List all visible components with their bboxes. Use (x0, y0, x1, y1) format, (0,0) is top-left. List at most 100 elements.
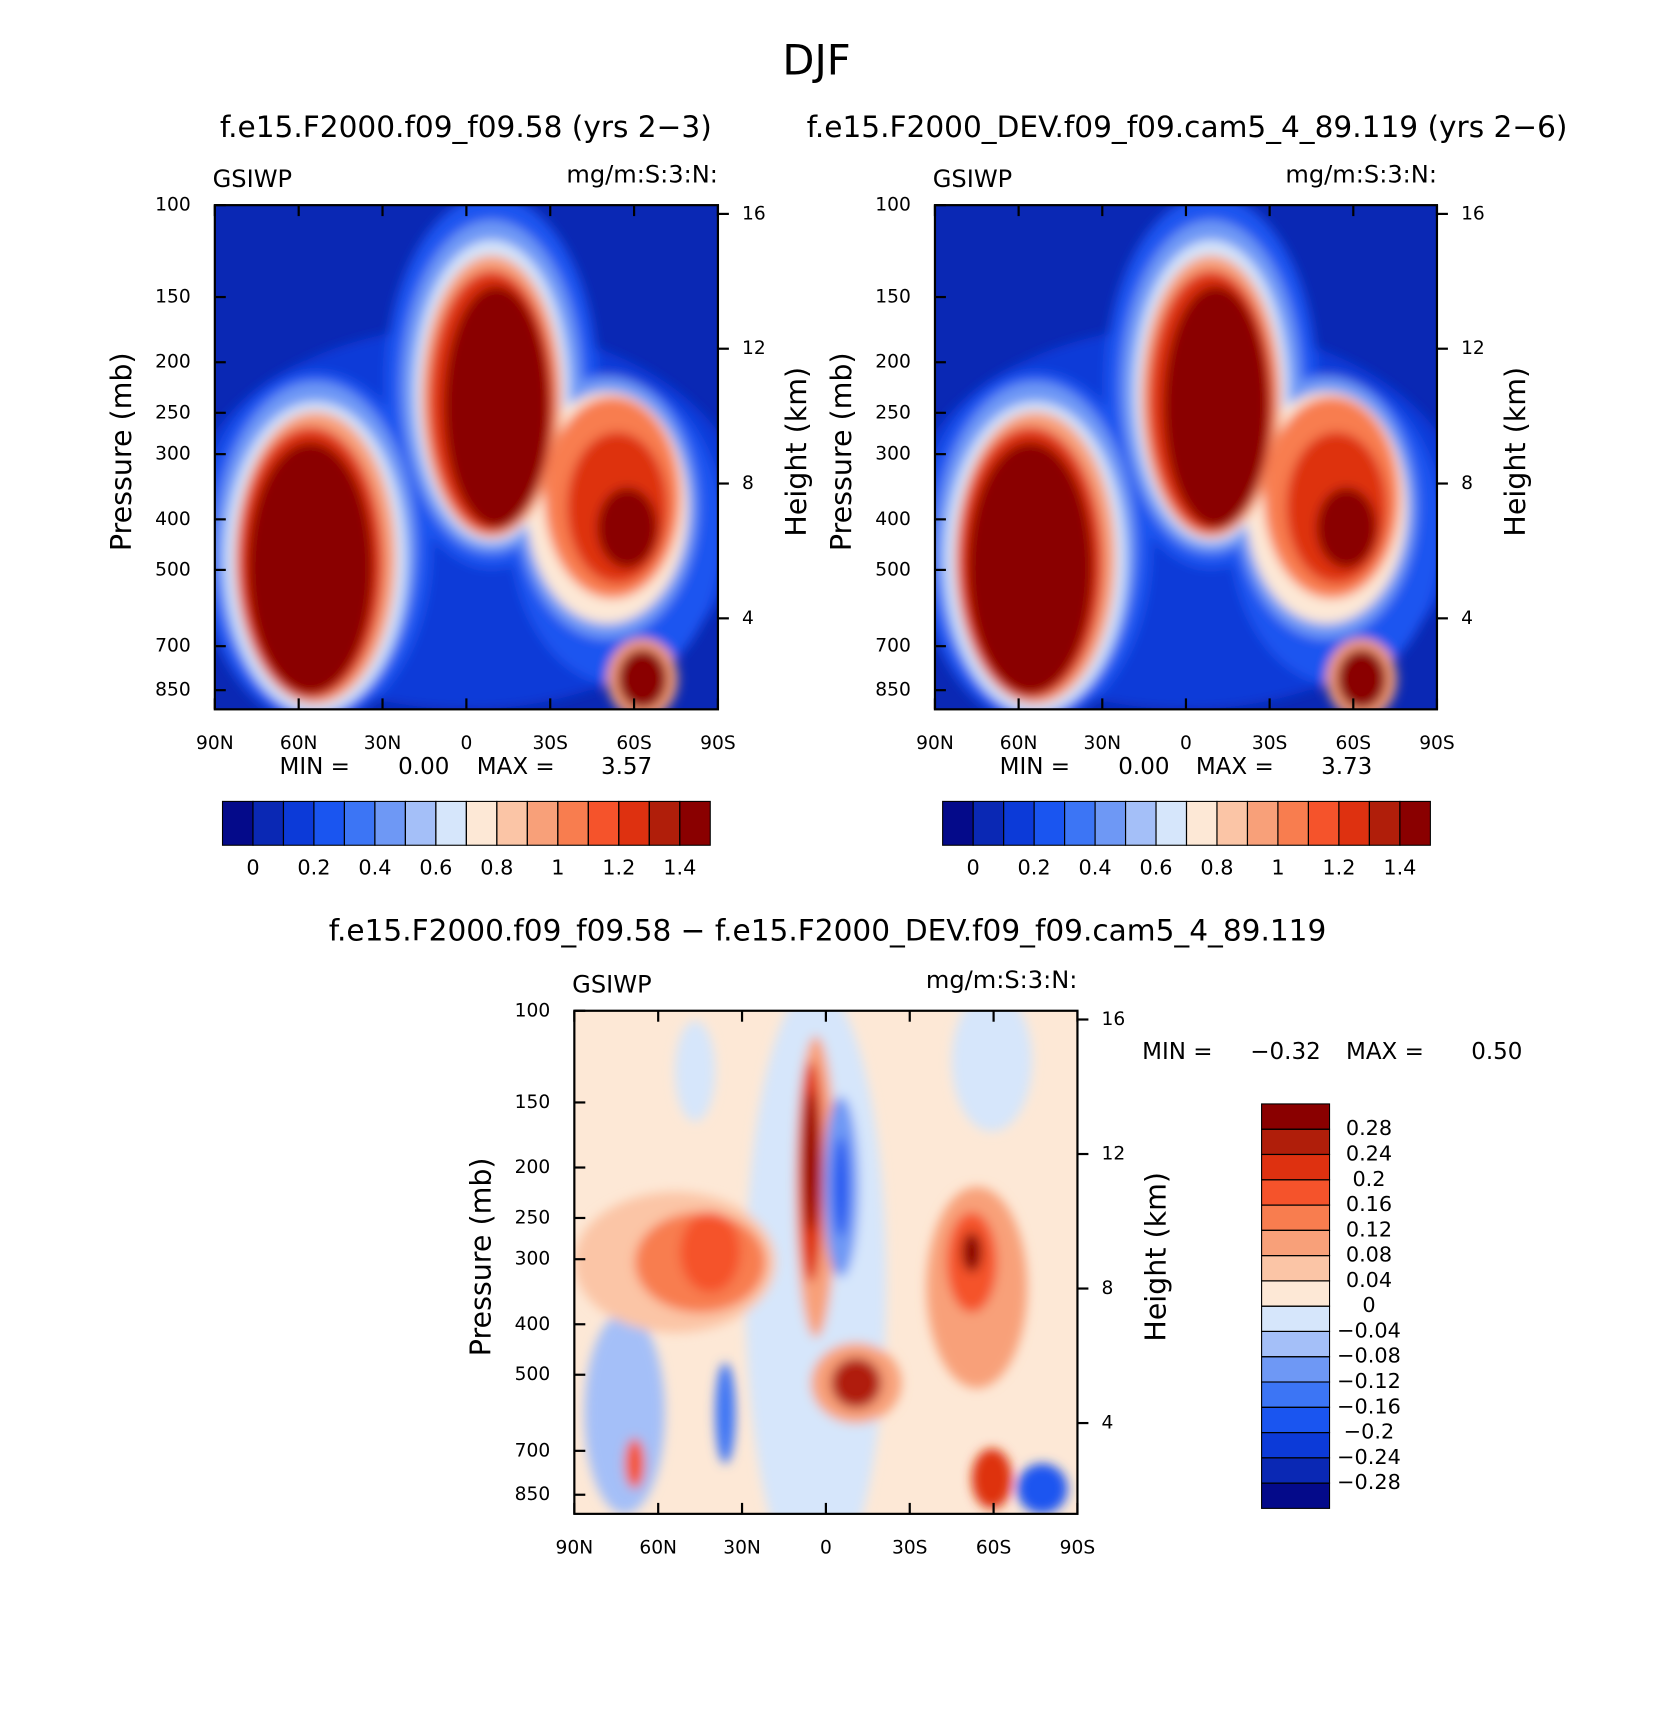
contour-fill (674, 1020, 716, 1122)
colorbar-box (526, 800, 559, 846)
contour-field (934, 205, 1437, 710)
x-tick-label: 90S (1419, 733, 1455, 754)
y2-axis-label: Height (km) (1499, 367, 1532, 537)
y-tick-label: 850 (875, 680, 911, 701)
colorbar-box (1124, 800, 1157, 846)
contour-fill (951, 1010, 1033, 1132)
contour-fill (617, 648, 668, 710)
colorbar-box (1261, 1255, 1331, 1282)
y2-tick-label: 4 (1102, 1413, 1114, 1434)
colorbar-label: 0.04 (1346, 1268, 1392, 1292)
y2-tick-label: 12 (1461, 338, 1485, 359)
colorbar-box (1185, 800, 1218, 846)
y2-tick-label: 16 (1102, 1009, 1126, 1030)
x-tick-label: 60N (1000, 733, 1038, 754)
colorbar-box (1261, 1457, 1331, 1484)
y-axis-label: Pressure (mb) (825, 352, 858, 551)
x-tick-label: 60S (1336, 733, 1372, 754)
panel-title: f.e15.F2000.f09_f09.58 − f.e15.F2000_DEV… (329, 913, 1327, 947)
colorbar-box (1261, 1229, 1331, 1257)
stat-name: MAX = (477, 754, 555, 780)
contour-fill (967, 442, 1094, 695)
contour-fill (443, 285, 550, 528)
colorbar-box (648, 800, 681, 846)
left-label: GSIWP (933, 165, 1012, 193)
colorbar-box (557, 800, 589, 846)
x-tick-label: 30S (532, 733, 568, 754)
y-tick-label: 100 (515, 1000, 551, 1021)
y2-tick-label: 12 (742, 338, 766, 359)
y-tick-label: 500 (155, 559, 191, 580)
contour-fill (715, 1362, 736, 1464)
colorbar-box (313, 800, 345, 846)
stat-value: 3.57 (601, 754, 652, 780)
y-tick-label: 200 (515, 1157, 551, 1178)
y-tick-label: 100 (875, 195, 911, 216)
colorbar-label: 1 (1271, 855, 1284, 879)
y-tick-label: 250 (515, 1207, 551, 1228)
y2-axis-label: Height (km) (780, 367, 813, 537)
colorbar-box (1261, 1103, 1331, 1130)
stat-name: MIN = (280, 754, 350, 780)
left-label: GSIWP (572, 971, 651, 999)
colorbar-box (1261, 1482, 1331, 1509)
colorbar-box (1261, 1406, 1331, 1434)
y-tick-label: 150 (515, 1092, 551, 1113)
colorbar-box (1277, 800, 1309, 846)
colorbar-box (1094, 800, 1127, 846)
colorbar-label: 0.6 (419, 855, 452, 879)
y-tick-label: 300 (155, 444, 191, 465)
contour-fill (679, 1211, 741, 1293)
colorbar-label: 0.4 (358, 855, 391, 879)
colorbar-box (374, 800, 406, 846)
colorbar-label: −0.24 (1337, 1445, 1401, 1469)
colorbar-label: 1.2 (1322, 855, 1355, 879)
colorbar-box (1246, 800, 1279, 846)
colorbar-label: 0.4 (1078, 855, 1111, 879)
left-label: GSIWP (213, 165, 292, 193)
y-tick-label: 200 (875, 352, 911, 373)
colorbar-label: 1.4 (663, 855, 696, 879)
contour-fill (961, 1232, 982, 1273)
x-tick-label: 30N (723, 1537, 761, 1558)
colorbar-label: 1.4 (1383, 855, 1416, 879)
contour-fill (971, 1448, 1013, 1509)
x-tick-label: 90S (1060, 1537, 1096, 1558)
right-label: mg/m:S:3:N: (566, 161, 718, 189)
contour-fill (833, 1136, 849, 1238)
right-label: mg/m:S:3:N: (1285, 161, 1437, 189)
colorbar-box (1064, 800, 1096, 846)
colorbar-label: 0.08 (1346, 1243, 1392, 1267)
y-tick-label: 500 (515, 1364, 551, 1385)
y-tick-label: 300 (515, 1249, 551, 1270)
contour-blobs (934, 205, 1437, 710)
colorbar-box (1033, 800, 1066, 846)
colorbar-box (587, 800, 620, 846)
contour-fill (584, 1312, 665, 1514)
colorbar-label: 0.8 (1200, 855, 1233, 879)
colorbar-box (1155, 800, 1188, 846)
colorbar-label: 0.6 (1139, 855, 1172, 879)
colorbar-box (404, 800, 437, 846)
colorbar-box (1003, 800, 1035, 846)
contour-field (214, 205, 718, 710)
stat-value: 3.73 (1321, 754, 1372, 780)
colorbar-label: 0 (966, 855, 979, 879)
y-tick-label: 700 (155, 636, 191, 657)
y-tick-label: 150 (155, 287, 191, 308)
x-tick-label: 30S (892, 1537, 928, 1558)
y-tick-label: 250 (875, 402, 911, 423)
y-tick-label: 400 (875, 509, 911, 530)
y-tick-label: 700 (875, 636, 911, 657)
y2-tick-label: 16 (1461, 203, 1485, 224)
x-tick-label: 90N (916, 733, 954, 754)
stat-value: −0.32 (1250, 1039, 1320, 1065)
y-tick-label: 150 (875, 287, 911, 308)
colorbar-box (1261, 1128, 1331, 1156)
colorbar-box (1261, 1280, 1331, 1307)
colorbar-label: −0.2 (1344, 1420, 1395, 1444)
colorbar-box (1261, 1330, 1331, 1358)
x-tick-label: 60N (280, 733, 318, 754)
colorbar-label: 0 (1362, 1293, 1375, 1317)
